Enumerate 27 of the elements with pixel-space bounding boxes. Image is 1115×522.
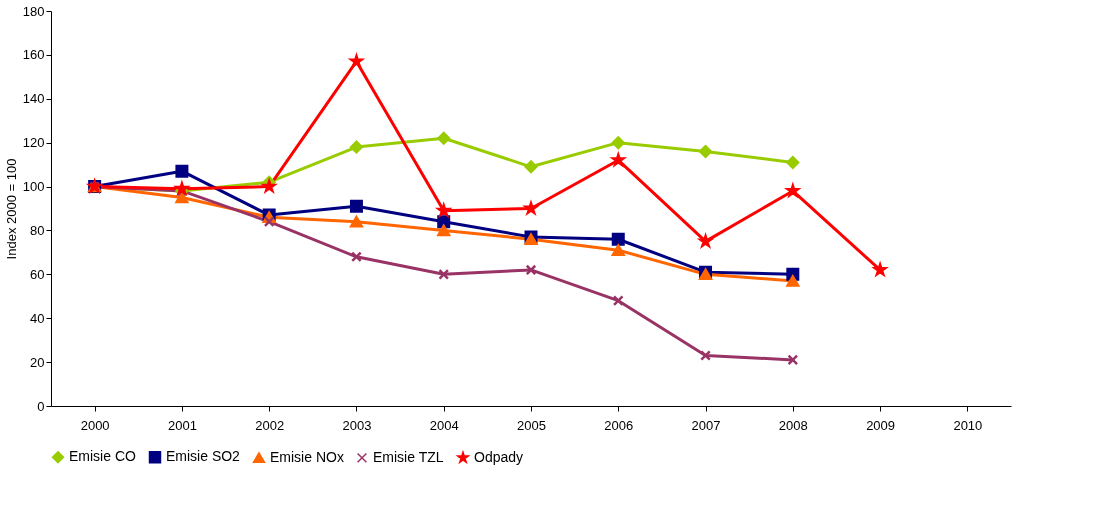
y-axis-title: Index 2000 = 100 [3,158,19,260]
y-tick-label: 80 [30,222,45,238]
y-tick-label: 20 [30,354,45,370]
x-tick-label: 2010 [953,417,983,433]
y-tick-label: 0 [37,398,45,414]
y-tick-label: 40 [30,310,45,326]
y-tick-label: 140 [22,91,45,107]
x-tick-label: 2003 [342,417,372,433]
x-tick-label: 2002 [255,417,285,433]
x-tick-label: 2006 [604,417,634,433]
legend-label: Emisie SO2 [166,448,241,465]
y-tick-label: 120 [22,135,45,151]
legend-label: Emisie NOx [270,448,344,465]
x-tick-label: 2007 [691,417,721,433]
x-tick-label: 2001 [167,417,197,433]
x-tick-label: 2004 [429,417,459,433]
x-tick-label: 2008 [778,417,808,433]
y-tick-label: 160 [22,47,45,63]
y-tick-label: 60 [30,266,45,282]
legend-label: Emisie TZL [373,448,444,465]
x-tick-label: 2005 [517,417,546,433]
y-tick-label: 100 [22,179,45,195]
x-tick-label: 2009 [866,417,896,433]
x-tick-label: 2000 [80,417,110,433]
legend-label: Emisie CO [69,448,137,465]
legend-label: Odpady [474,448,524,465]
y-tick-label: 180 [22,3,45,19]
